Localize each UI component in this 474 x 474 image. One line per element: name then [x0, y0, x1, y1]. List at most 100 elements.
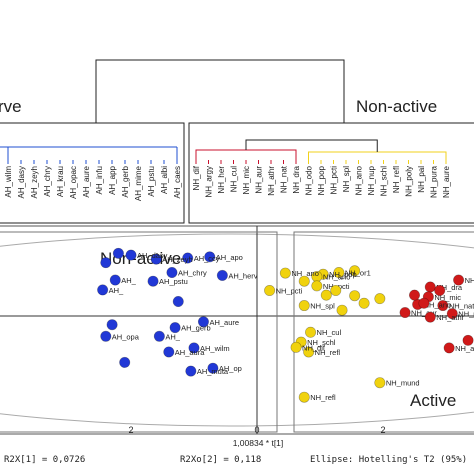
active-leaf-label: AH_krau	[56, 166, 65, 197]
score-point-label: NH_pal	[458, 310, 474, 319]
yellow-subcluster-branch	[308, 151, 447, 160]
score-point	[453, 274, 465, 286]
score-point	[279, 267, 291, 279]
nonactive-leaf-label: NH_pop	[317, 165, 326, 195]
nonactive-join-branch	[245, 139, 378, 152]
score-point-label: NH_spl	[310, 302, 335, 311]
score-point	[446, 308, 458, 320]
score-point	[106, 319, 118, 331]
active-cluster-branch	[0, 146, 178, 160]
score-plot-frame	[0, 225, 474, 435]
active-leaf-label: AH_albi	[160, 166, 169, 194]
score-point	[408, 289, 420, 301]
x-tick-label: 2	[128, 425, 133, 435]
score-point-label: AH_apo	[216, 253, 243, 262]
active-leaf-label: AH_caes	[173, 166, 182, 198]
score-point-label: NH_or1	[345, 269, 371, 278]
score-point	[424, 281, 436, 293]
score-point	[216, 269, 228, 281]
nonactive-cluster-label: Non-active	[356, 97, 437, 116]
score-point	[204, 251, 216, 263]
score-point-label: NH_dra	[436, 283, 463, 292]
score-point	[303, 346, 315, 358]
score-point	[100, 257, 112, 269]
hotelling-ellipse	[0, 233, 474, 427]
score-point-label: AH_	[121, 276, 136, 285]
active-leaf-label: AH_pstu	[147, 166, 156, 197]
score-point	[349, 290, 361, 302]
score-point	[169, 322, 181, 334]
score-point-label: NH_schl	[307, 338, 336, 347]
score-point-label: NH_athr	[436, 313, 464, 322]
nonactive-region-box	[0, 231, 278, 433]
nonactive-leaf-label: NH_ano	[355, 165, 364, 195]
score-point-label: AH_ccy	[194, 254, 220, 263]
active-cluster-label: rve	[0, 97, 22, 116]
active-region-box	[293, 231, 474, 433]
score-point-label: NH_refl	[315, 348, 341, 357]
nonactive-leaf-label: NH_dra	[292, 165, 301, 193]
nonactive-leaf-label: NH_pcti	[330, 166, 339, 195]
score-point-label: AH_	[109, 286, 124, 295]
score-point-label: NH_ano	[291, 269, 319, 278]
active-region-label: Active	[410, 391, 456, 410]
footer-r2x1: R2X[1] = 0,0726	[4, 455, 85, 465]
score-point	[298, 275, 310, 287]
active-leaf-label: AH_aure	[82, 165, 91, 197]
nonactive-leaf-label: NH_aur	[255, 166, 264, 194]
active-cluster-box	[0, 122, 185, 224]
score-point	[336, 304, 348, 316]
nonactive-leaf-label: NH_nup	[367, 165, 376, 195]
x-tick-label: 2	[380, 425, 385, 435]
score-point-label: AH_gerb	[181, 324, 211, 333]
score-point	[172, 295, 184, 307]
score-point	[443, 342, 455, 354]
score-point	[399, 307, 411, 319]
score-point-label: AH_op	[219, 364, 242, 373]
nonactive-leaf-label: NH_dif	[192, 165, 201, 190]
nonactive-leaf-label: NH_mic	[242, 166, 251, 194]
score-point-label: AH_wilm	[200, 344, 230, 353]
nonactive-leaf-label: NH_poly	[405, 166, 414, 197]
score-point	[305, 326, 317, 338]
score-point	[298, 391, 310, 403]
score-point	[374, 293, 386, 305]
score-point	[125, 249, 137, 261]
score-point	[320, 289, 332, 301]
score-point	[333, 266, 345, 278]
score-point-label: NH_pop	[329, 270, 357, 279]
nonactive-leaf-label: NH_athr	[267, 166, 276, 196]
score-point	[197, 316, 209, 328]
dendrogram: rve Non-active AH_wilm AH_dasy AH_zeyh AH_c…	[0, 59, 474, 224]
score-point-label: NH_ano	[323, 273, 351, 282]
nonactive-leaf-label: NH_cul	[230, 166, 239, 192]
score-point	[153, 330, 165, 342]
score-point-label: AH_herv	[228, 271, 257, 280]
score-point	[434, 284, 446, 296]
score-point-label: AH_dasy	[137, 251, 168, 260]
footer-ellipse: Ellipse: Hotelling's T2 (95%)	[310, 455, 467, 465]
footer-r2xo2: R2Xo[2] = 0,118	[180, 455, 261, 465]
dendrogram-root-link	[95, 59, 345, 123]
score-point	[188, 342, 200, 354]
score-point	[112, 247, 124, 259]
active-leaf-label: AH_gerb	[121, 165, 130, 197]
x-axis-title: 1,00834 * t[1]	[233, 438, 284, 448]
score-point-label: NH_dif	[302, 343, 326, 352]
score-points: NH_herNH_draNH_micNH_natNH_anoNH_aurNH_p…	[97, 247, 474, 403]
score-point-label: AH_chry	[178, 269, 207, 278]
score-point	[462, 334, 474, 346]
score-point	[207, 362, 219, 374]
score-point-label: AH_muta	[197, 367, 229, 376]
nonactive-leaf-label: NH_odo	[305, 165, 314, 195]
score-point-label: AH_opa	[112, 332, 140, 341]
score-point	[424, 311, 436, 323]
score-point-label: NH_refl	[310, 393, 336, 402]
score-point	[182, 252, 194, 264]
score-point	[298, 300, 310, 312]
nonactive-cluster-box	[188, 122, 474, 224]
score-point-label: NH_mic	[434, 293, 461, 302]
score-point-label: NH_pcti	[276, 286, 303, 295]
score-point	[437, 300, 449, 312]
